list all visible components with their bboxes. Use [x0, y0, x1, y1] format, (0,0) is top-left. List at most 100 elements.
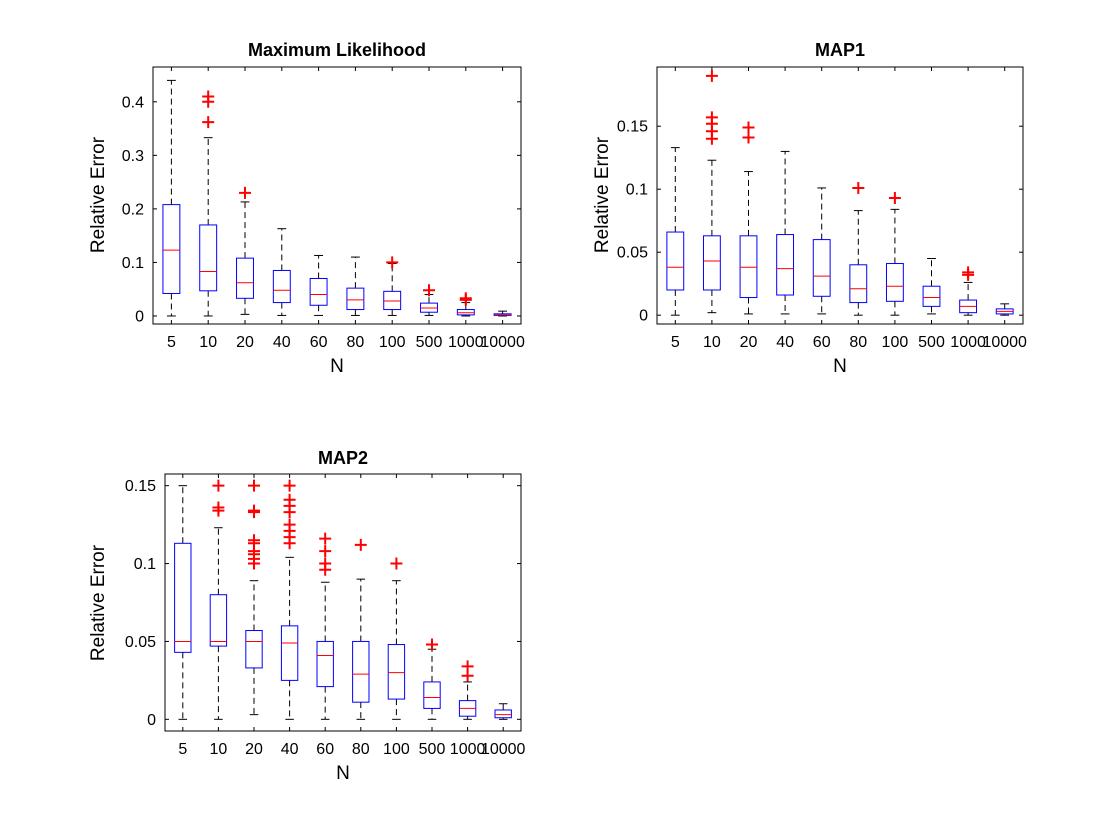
axes-frame	[152, 66, 522, 325]
outlier-marker	[202, 90, 215, 103]
x-tick-label: 80	[347, 334, 365, 351]
x-tick-label: 40	[776, 334, 794, 351]
outlier-marker	[390, 557, 403, 570]
x-tick-label: 60	[316, 741, 334, 758]
outlier-marker	[319, 532, 332, 545]
x-tick-label: 60	[310, 334, 328, 351]
box-10000	[494, 703, 512, 720]
outlier-marker	[459, 292, 472, 305]
x-tick-label: 100	[383, 741, 410, 758]
y-tick-label: 0.15	[617, 119, 648, 136]
x-tick-label: 1000	[448, 334, 484, 351]
outlier-marker	[319, 557, 332, 570]
box-60	[309, 254, 328, 316]
subplot-map2: MAP2 N Relative Error 0 0.05 0.1 0.15 5 10 20 4…	[88, 448, 526, 784]
iqr-box	[922, 285, 941, 307]
y-tick-label: 0.05	[617, 245, 648, 262]
y-axis-label: Relative Error	[88, 136, 109, 253]
x-tick-label: 5	[167, 334, 176, 351]
iqr-box	[666, 231, 685, 291]
x-axis-label: N	[330, 356, 344, 377]
box-60	[812, 187, 831, 315]
box-100	[383, 256, 402, 316]
x-tick-label: 10000	[480, 334, 525, 351]
box-100	[387, 557, 406, 720]
box-5	[162, 79, 181, 317]
x-tick-label: 10000	[481, 741, 526, 758]
x-tick-label: 500	[419, 741, 446, 758]
box-1000	[458, 660, 477, 720]
outlier-marker	[248, 504, 260, 517]
x-tick-label: 40	[281, 741, 299, 758]
iqr-box	[209, 594, 228, 647]
box-20	[236, 186, 254, 315]
box-100	[885, 192, 904, 316]
outlier-marker	[742, 131, 755, 144]
x-tick-label: 100	[379, 334, 406, 351]
box-10	[199, 90, 218, 317]
outlier-marker	[888, 192, 901, 205]
y-tick-label: 0	[135, 308, 144, 325]
x-tick-label: 10	[703, 334, 721, 351]
iqr-box	[280, 625, 299, 681]
y-tick-label: 0.1	[626, 182, 648, 199]
subplot-maximum-likelihood: Maximum Likelihood N Relative Error 0 0.1…	[88, 40, 525, 377]
y-tick-label: 0.05	[125, 634, 156, 651]
x-tick-label: 500	[918, 334, 945, 351]
box-20	[739, 121, 758, 315]
box-40	[280, 479, 299, 720]
y-tick-label: 0.2	[122, 201, 144, 218]
x-tick-label: 40	[273, 334, 291, 351]
x-tick-label: 10000	[982, 334, 1027, 351]
axes-frame	[164, 473, 522, 732]
iqr-box	[352, 640, 370, 703]
iqr-box	[456, 309, 475, 316]
x-tick-label: 1000	[950, 334, 986, 351]
x-tick-label: 5	[178, 741, 187, 758]
box-1000	[959, 266, 978, 316]
iqr-box	[316, 640, 334, 688]
outlier-marker	[319, 545, 332, 558]
box-40	[272, 228, 291, 316]
iqr-box	[346, 287, 365, 311]
outlier-marker	[212, 501, 225, 514]
y-axis-label: Relative Error	[88, 544, 109, 661]
iqr-box	[174, 542, 192, 653]
box-80	[849, 181, 868, 316]
iqr-box	[236, 257, 254, 299]
outlier-marker	[239, 186, 251, 199]
iqr-box	[423, 681, 441, 709]
x-tick-label: 1000	[450, 741, 486, 758]
x-tick-label: 100	[882, 334, 909, 351]
x-tick-label: 20	[245, 741, 263, 758]
iqr-box	[739, 235, 758, 299]
x-tick-label: 10	[210, 741, 228, 758]
box-5	[666, 147, 685, 316]
subplot-map1: MAP1 N Relative Error 0 0.05 0.1 0.15 5 10 20 4…	[592, 40, 1027, 377]
outlier-marker	[426, 638, 438, 651]
outlier-marker	[423, 284, 435, 297]
iqr-box	[272, 269, 291, 304]
box-1000	[456, 292, 475, 317]
y-tick-label: 0.3	[122, 148, 144, 165]
outlier-marker	[354, 538, 367, 551]
plot-title: MAP1	[815, 40, 865, 60]
box-60	[316, 532, 334, 720]
y-tick-label: 0	[147, 712, 156, 729]
iqr-box	[776, 234, 795, 296]
box-10000	[995, 303, 1014, 316]
x-tick-label: 80	[352, 741, 370, 758]
outlier-marker	[212, 479, 225, 492]
x-tick-label: 80	[849, 334, 867, 351]
box-20	[245, 479, 263, 716]
x-axis-label: N	[336, 763, 350, 784]
iqr-box	[494, 709, 512, 719]
box-10	[209, 479, 228, 720]
outlier-marker	[283, 518, 296, 531]
box-500	[922, 257, 941, 315]
box-500	[420, 284, 438, 316]
iqr-box	[309, 277, 328, 306]
